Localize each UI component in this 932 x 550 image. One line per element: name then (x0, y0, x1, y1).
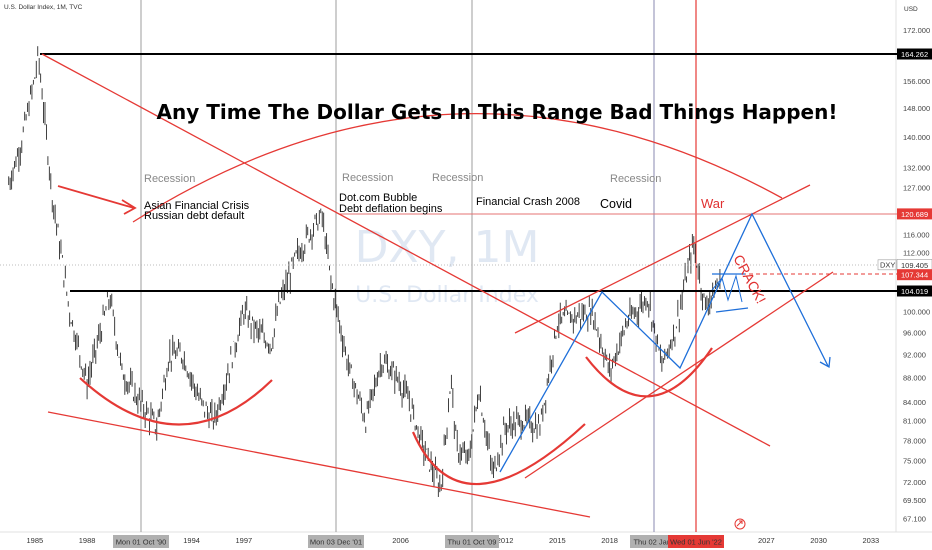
channel-lower (524, 271, 834, 479)
y-tick-label: 100.000 (903, 307, 930, 316)
price-tag-bg (897, 285, 932, 297)
x-marker-bg (445, 535, 499, 548)
y-tick-label: 148.000 (903, 104, 930, 113)
blue-arrowhead (819, 356, 831, 369)
y-tick-label: 127.000 (903, 183, 930, 192)
price-axis-ticks: 172.000 156.000 148.000 140.000 132.000 127.0… (903, 26, 930, 523)
time-axis-ticks: 1985 1988 1994 1997 2006 2012 2015 2018 2027 2030… (26, 536, 879, 545)
y-tick-label: 88.000 (903, 374, 926, 383)
asian-crisis-label: Asian Financial Crisis (144, 200, 250, 212)
price-tag: 120.689 (901, 210, 928, 219)
big-arc (132, 113, 783, 223)
x-marker-label: Mon 01 Oct '90 (116, 538, 167, 547)
bottom-curve-2008 (411, 423, 586, 486)
y-tick-label: 92.000 (903, 351, 926, 360)
bottom-curve-2018 (585, 347, 713, 398)
trendline-lower-support (47, 411, 591, 518)
dotcom-label: Dot.com Bubble (339, 192, 417, 204)
blue-path (499, 212, 829, 473)
price-tag-label-bg (877, 259, 897, 271)
currency-label: USD (904, 6, 918, 13)
x-marker-bg (113, 535, 169, 548)
price-tag: 107.344 (901, 271, 928, 280)
y-tick-label: 72.000 (903, 478, 926, 487)
blue-drawings (499, 212, 831, 473)
x-marker-label: Thu 01 Oct '09 (448, 538, 497, 547)
x-tick-label: 2027 (758, 536, 775, 545)
price-tag-label: DXY (880, 260, 895, 269)
x-tick-label: 1988 (79, 536, 96, 545)
price-bars (8, 46, 721, 497)
x-marker-label: Wed 01 Jun '22 (670, 538, 722, 547)
x-tick-label: 1985 (26, 536, 43, 545)
price-tag-bg (897, 208, 932, 220)
price-tag-bg (897, 48, 932, 60)
x-marker-label: Mon 03 Dec '01 (310, 538, 362, 547)
y-tick-label: 75.000 (903, 457, 926, 466)
bottom-curve-1988 (79, 377, 273, 426)
red-drawings (41, 53, 834, 518)
x-marker-bg (630, 535, 678, 548)
price-tag: 109.405 (901, 261, 928, 270)
russian-default-label: Russian debt default (144, 210, 244, 222)
price-tag: 104.019 (901, 287, 928, 296)
y-tick-label: 156.000 (903, 77, 930, 86)
y-tick-label: 81.000 (903, 417, 926, 426)
x-tick-label: 1997 (236, 536, 253, 545)
y-tick-label: 172.000 (903, 26, 930, 35)
replay-icon[interactable] (734, 518, 746, 530)
x-marker-bg (308, 535, 364, 548)
recession-label-1: Recession (144, 173, 195, 185)
blue-zigzag (711, 274, 743, 303)
blue-triangle-bottom (715, 307, 749, 313)
recession-label-4: Recession (610, 173, 661, 185)
y-tick-label: 140.000 (903, 133, 930, 142)
symbol-header: U.S. Dollar Index, 1M, TVC (4, 4, 83, 11)
y-tick-label: 96.000 (903, 329, 926, 338)
y-tick-label: 112.000 (903, 249, 930, 258)
x-tick-label: 1994 (183, 536, 200, 545)
price-tag-bg (897, 269, 932, 281)
time-axis-markers: Mon 01 Oct '90 Mon 03 Dec '01 Thu 01 Oct '… (113, 535, 724, 548)
recession-label-3: Recession (432, 172, 483, 184)
x-tick-label: 2006 (392, 536, 409, 545)
x-tick-label: 2030 (810, 536, 827, 545)
x-marker-label: Thu 02 Jan ' (633, 538, 675, 547)
x-tick-label: 2015 (549, 536, 566, 545)
y-tick-label: 67.100 (903, 514, 926, 523)
crash2008-label: Financial Crash 2008 (476, 196, 580, 208)
y-tick-label: 78.000 (903, 436, 926, 445)
y-tick-label: 132.000 (903, 163, 930, 172)
y-tick-label: 116.000 (903, 230, 930, 239)
price-tag: 164.262 (901, 50, 928, 59)
y-tick-label: 84.000 (903, 398, 926, 407)
arrow-head (121, 199, 137, 215)
deflation-label: Debt deflation begins (339, 203, 443, 215)
war-label: War (701, 196, 725, 211)
y-tick-label: 69.500 (903, 496, 926, 505)
x-tick-label: 2012 (497, 536, 514, 545)
channel-upper (514, 184, 811, 334)
x-tick-label: 2018 (601, 536, 618, 545)
arrow-shaft (57, 185, 135, 209)
covid-label: Covid (600, 197, 632, 211)
x-tick-label: 2033 (863, 536, 880, 545)
recession-label-2: Recession (342, 172, 393, 184)
headline: Any Time The Dollar Gets In This Range B… (157, 100, 838, 124)
x-marker-bg (668, 535, 724, 548)
trendline-from-1985-top (41, 53, 771, 447)
marker-lines (140, 0, 697, 532)
watermark-subtitle: U.S. Dollar Index (355, 283, 539, 308)
